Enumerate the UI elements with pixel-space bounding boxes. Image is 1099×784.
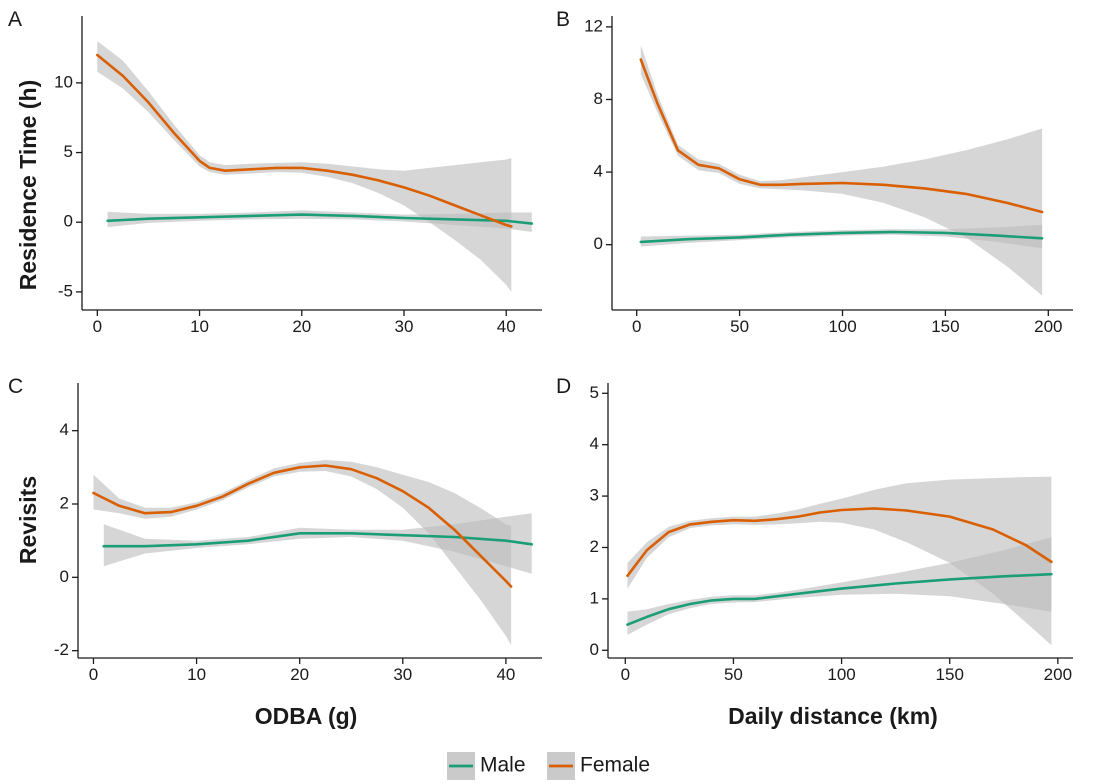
panel-c: C 0 10 20 30 40 -2 0 2 4 [8,375,542,684]
y-tick-label: 5 [64,142,73,161]
confidence-band-female [640,45,1043,296]
series-line-male [639,230,1044,244]
y-tick-label: 10 [54,72,73,91]
x-tick-label: 200 [1034,317,1062,336]
x-tick-label: 20 [292,317,311,336]
confidence-band-female [627,476,1052,646]
x-tick-label: 10 [190,317,209,336]
panel-letter: A [8,8,22,31]
x-tick-label: 40 [497,317,516,336]
y-tick-label: 0 [64,212,73,231]
series-line-female [639,58,1044,214]
y-tick-label: 4 [590,434,599,453]
series-line-male [106,213,534,225]
series-line-female [92,464,513,588]
y-tick-label: -5 [58,281,73,300]
x-tick-label: 50 [724,665,743,684]
y-tick-label: -2 [54,640,69,659]
series-line-female [626,507,1053,578]
x-tick-label: 100 [828,317,856,336]
legend-item-male: Male [447,752,526,780]
x-axis-title-right: Daily distance (km) [728,703,938,729]
panel-b: B 0 50 100 150 200 0 4 8 12 [556,8,1073,336]
y-tick-label: 2 [590,537,599,556]
series-line-male [626,572,1053,626]
y-axis-title-bottom: Revisits [15,476,41,564]
series-line-female [96,53,513,228]
x-tick-label: 0 [632,317,641,336]
panel-d: D 0 50 100 150 200 0 1 2 3 4 5 [556,375,1073,684]
legend-label: Female [580,754,650,777]
x-tick-label: 50 [730,317,749,336]
x-tick-label: 0 [621,665,630,684]
panel-a: A 0 10 20 30 40 -5 0 5 10 [8,8,542,336]
confidence-band-male [640,224,1043,249]
panel-letter: B [556,8,570,31]
legend-item-female: Female [547,752,650,780]
y-tick-label: 4 [594,162,603,181]
x-tick-label: 100 [827,665,855,684]
x-tick-label: 200 [1044,665,1072,684]
legend: Male Female [447,752,650,780]
y-tick-label: 1 [590,588,599,607]
x-tick-label: 30 [393,665,412,684]
x-tick-label: 10 [187,665,206,684]
y-tick-label: 5 [590,383,599,402]
legend-label: Male [480,754,526,777]
series-line-male [102,531,534,548]
panel-letter: D [556,375,571,398]
x-tick-label: 20 [290,665,309,684]
x-tick-label: 40 [496,665,515,684]
panel-letter: C [8,375,23,398]
x-tick-label: 150 [931,317,959,336]
y-axis-title-top: Residence Time (h) [15,80,41,290]
confidence-band-female [97,41,512,292]
x-tick-label: 0 [89,665,98,684]
y-tick-label: 0 [60,567,69,586]
y-tick-label: 2 [60,493,69,512]
y-tick-label: 3 [590,486,599,505]
confidence-band-male [627,537,1052,635]
y-tick-label: 4 [60,420,69,439]
confidence-band-female [93,460,512,646]
y-tick-label: 8 [594,89,603,108]
x-tick-label: 0 [93,317,102,336]
y-tick-label: 0 [594,234,603,253]
x-axis-title-left: ODBA (g) [255,703,358,729]
y-tick-label: 12 [584,16,603,35]
y-tick-label: 0 [590,640,599,659]
x-tick-label: 30 [395,317,414,336]
x-tick-label: 150 [936,665,964,684]
